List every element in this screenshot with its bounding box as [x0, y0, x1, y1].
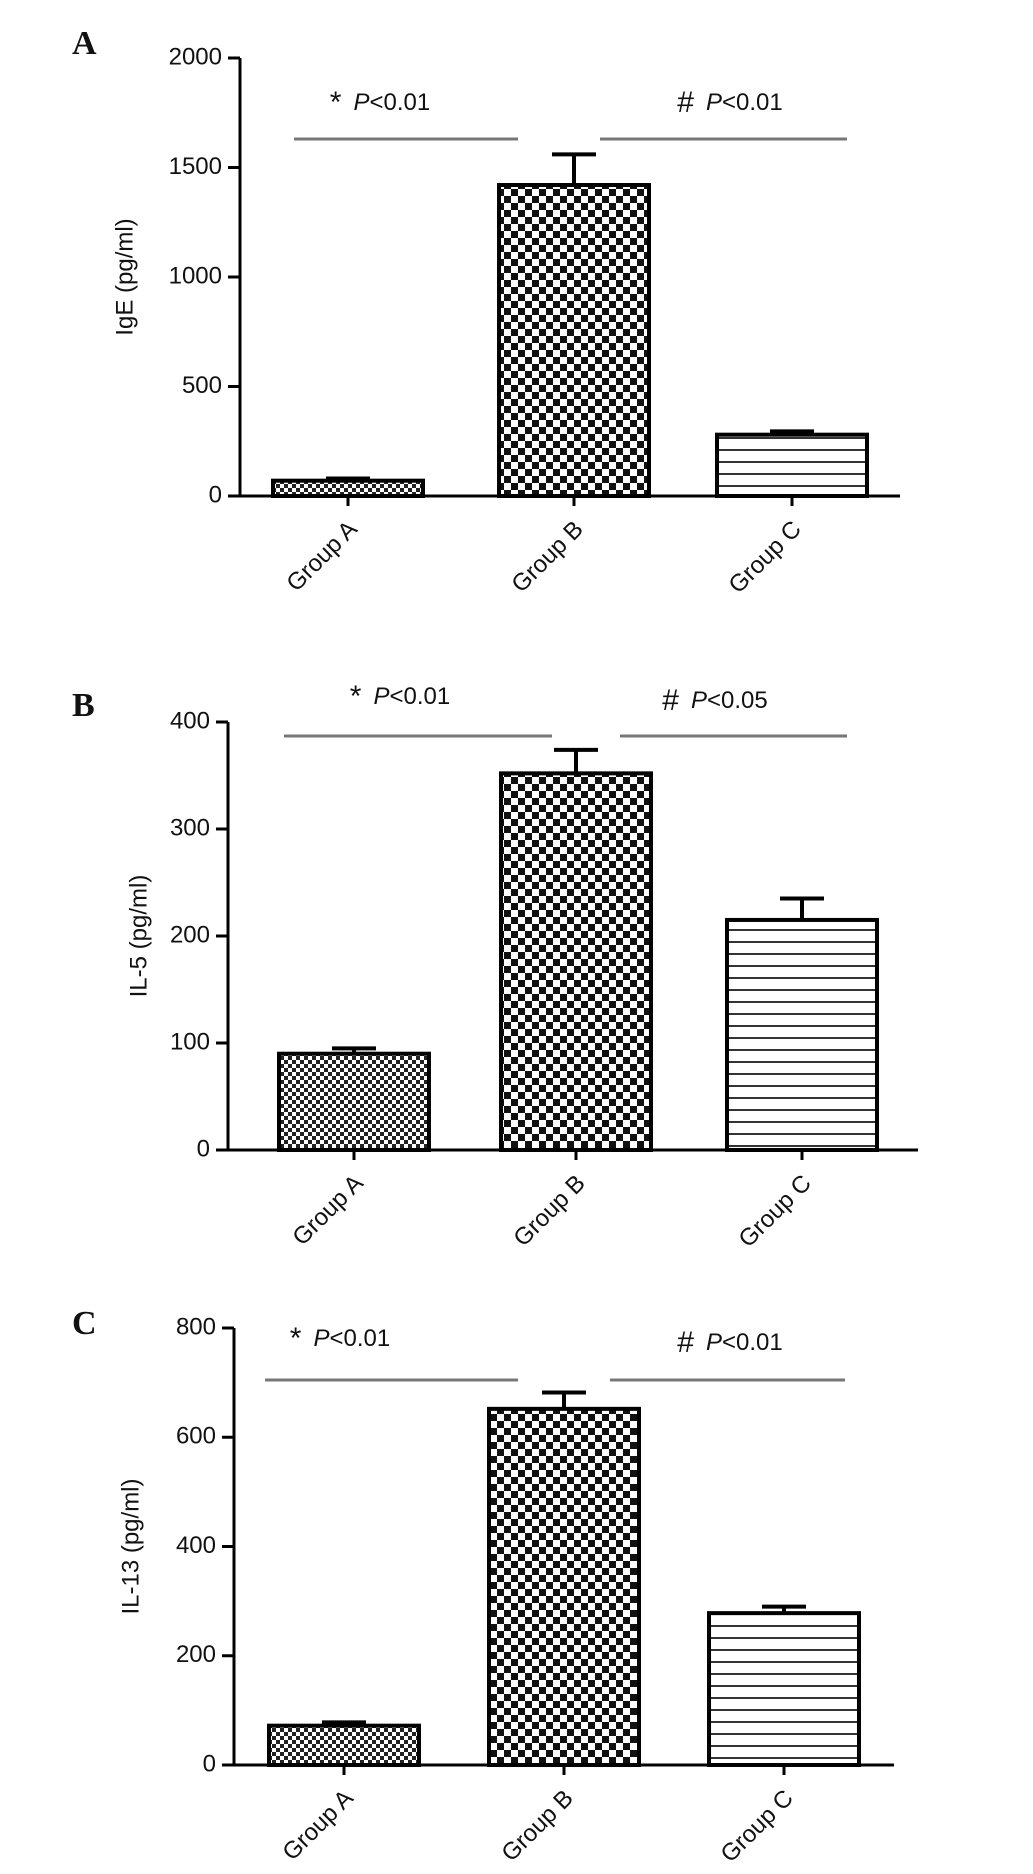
p-threshold: <0.01 — [329, 1325, 390, 1352]
y-tick-label: 100 — [170, 1028, 210, 1055]
p-symbol: P — [313, 1325, 329, 1352]
y-tick-label: 2000 — [169, 43, 222, 70]
bar — [267, 1723, 421, 1768]
y-tick-label: 200 — [176, 1641, 216, 1668]
significance-symbol: # — [677, 86, 694, 119]
chart-panel: C IL-13 (pg/ml) 0 200 400 600 800 Group A Group … — [72, 1305, 894, 1868]
x-tick-label: Group C — [715, 1785, 798, 1868]
y-axis-label: IL-5 (pg/ml) — [125, 875, 152, 998]
bar — [277, 1051, 431, 1152]
significance-symbol: * — [350, 680, 362, 713]
x-tick-label: Group A — [287, 1170, 368, 1251]
y-tick-label: 600 — [176, 1423, 216, 1450]
y-tick-label: 0 — [197, 1135, 210, 1162]
p-symbol: P — [353, 89, 369, 116]
chart-panel: A IgE (pg/ml) 0 500 1000 1500 2000 Group A Group… — [72, 25, 900, 599]
significance-symbol: # — [677, 1326, 694, 1359]
y-axis-label: IgE (pg/ml) — [111, 218, 138, 335]
significance-label: * P<0.01 — [330, 86, 430, 119]
p-threshold: <0.01 — [722, 89, 783, 116]
y-tick-label: 1000 — [169, 262, 222, 289]
y-tick-label: 0 — [203, 1750, 216, 1777]
chart-panel: B IL-5 (pg/ml) 0 100 200 300 400 Group A Group B… — [72, 680, 918, 1253]
y-tick-label: 800 — [176, 1313, 216, 1340]
bar — [487, 1406, 641, 1767]
bar — [499, 771, 653, 1152]
bar — [715, 432, 869, 498]
x-tick-label: Group C — [733, 1170, 816, 1253]
significance-symbol: # — [662, 684, 679, 717]
p-threshold: <0.01 — [369, 89, 430, 116]
y-axis-label: IL-13 (pg/ml) — [117, 1478, 144, 1614]
bar — [271, 478, 425, 499]
significance-symbol: * — [330, 86, 342, 119]
p-symbol: P — [706, 89, 722, 116]
x-tick-label: Group A — [277, 1785, 358, 1866]
p-symbol: P — [691, 687, 707, 714]
y-tick-label: 400 — [170, 707, 210, 734]
panel-label: C — [72, 1305, 97, 1342]
p-threshold: <0.05 — [707, 687, 768, 714]
x-tick-label: Group A — [281, 516, 362, 597]
p-threshold: <0.01 — [389, 683, 450, 710]
x-tick-label: Group B — [496, 1785, 578, 1867]
y-tick-label: 300 — [170, 814, 210, 841]
panel-label: A — [72, 25, 97, 62]
significance-symbol: * — [290, 1322, 302, 1355]
p-symbol: P — [373, 683, 389, 710]
x-tick-label: Group C — [723, 516, 806, 599]
significance-label: # P<0.01 — [677, 1326, 782, 1359]
significance-label: * P<0.01 — [350, 680, 450, 713]
bar — [707, 1611, 861, 1767]
y-tick-label: 0 — [209, 481, 222, 508]
y-tick-label: 1500 — [169, 153, 222, 180]
significance-label: # P<0.05 — [662, 684, 767, 717]
y-tick-label: 400 — [176, 1532, 216, 1559]
significance-label: # P<0.01 — [677, 86, 782, 119]
bar — [497, 183, 651, 499]
y-tick-label: 500 — [182, 372, 222, 399]
panel-label: B — [72, 687, 95, 724]
significance-label: * P<0.01 — [290, 1322, 390, 1355]
x-tick-label: Group B — [506, 516, 588, 598]
p-symbol: P — [706, 1329, 722, 1356]
bar — [725, 917, 879, 1153]
p-threshold: <0.01 — [722, 1329, 783, 1356]
y-tick-label: 200 — [170, 921, 210, 948]
x-tick-label: Group B — [508, 1170, 590, 1252]
